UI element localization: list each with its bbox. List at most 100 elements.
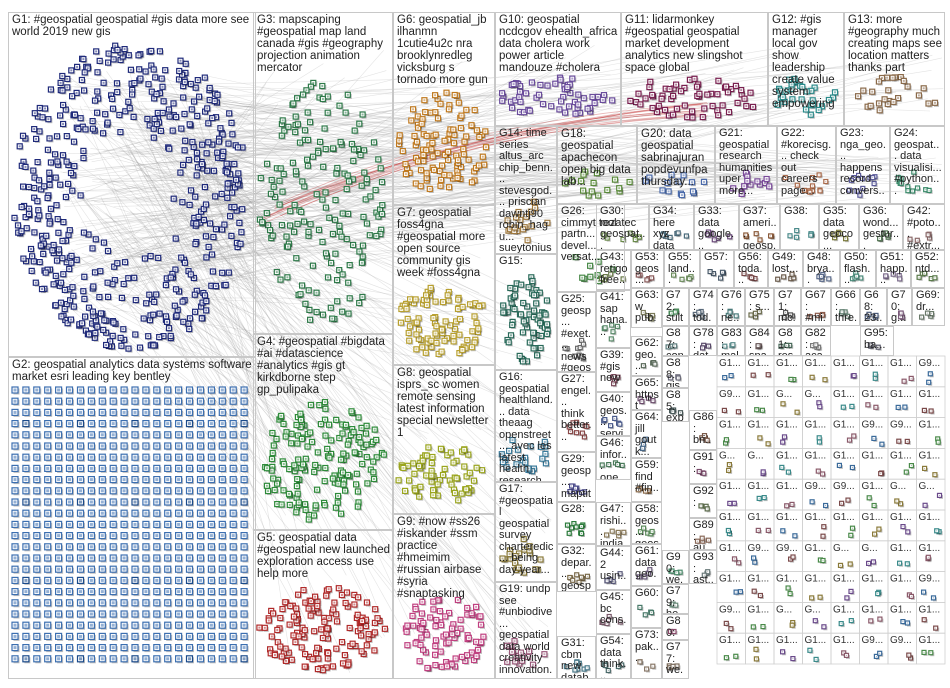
edge bbox=[172, 182, 927, 189]
edge bbox=[275, 104, 702, 209]
edge bbox=[177, 229, 468, 267]
edge bbox=[164, 81, 653, 123]
edge bbox=[276, 103, 704, 212]
edge bbox=[70, 113, 275, 199]
edge bbox=[137, 124, 507, 464]
edge bbox=[182, 116, 327, 130]
node-layer bbox=[11, 42, 939, 675]
edge bbox=[152, 110, 516, 166]
node-fill bbox=[107, 61, 110, 64]
edge bbox=[151, 134, 349, 192]
edge bbox=[134, 181, 871, 267]
edge bbox=[92, 161, 744, 180]
edge bbox=[60, 73, 706, 192]
edge bbox=[199, 180, 590, 252]
edge bbox=[73, 187, 334, 512]
edge bbox=[130, 210, 301, 386]
edge bbox=[67, 75, 464, 405]
edge bbox=[140, 52, 714, 156]
edge bbox=[116, 45, 813, 196]
node-fill bbox=[91, 120, 94, 123]
node-fill bbox=[193, 100, 196, 103]
edge bbox=[74, 83, 280, 184]
edge bbox=[120, 119, 504, 563]
edge bbox=[67, 307, 429, 434]
edge bbox=[91, 199, 412, 303]
edge bbox=[63, 176, 617, 240]
node-fill bbox=[75, 91, 78, 94]
edge bbox=[73, 161, 441, 411]
edge bbox=[104, 114, 429, 585]
edge bbox=[202, 88, 289, 645]
edge bbox=[206, 160, 695, 233]
edge bbox=[78, 104, 605, 260]
edge bbox=[109, 161, 570, 218]
edge bbox=[178, 279, 518, 557]
edge bbox=[140, 119, 510, 310]
edge bbox=[125, 107, 911, 167]
edge bbox=[145, 161, 339, 172]
edge bbox=[90, 265, 300, 473]
node-fill bbox=[66, 77, 69, 80]
edge bbox=[152, 157, 914, 179]
edge bbox=[186, 153, 496, 423]
edge bbox=[197, 170, 530, 634]
edge bbox=[280, 114, 698, 217]
node-fill bbox=[200, 305, 203, 308]
edge bbox=[106, 71, 527, 671]
edge bbox=[120, 137, 543, 245]
node-fill bbox=[113, 279, 116, 282]
edge bbox=[145, 170, 402, 629]
edge bbox=[203, 139, 299, 187]
group-nodes-g1 bbox=[11, 42, 247, 353]
edge bbox=[185, 144, 273, 171]
edge bbox=[90, 148, 592, 195]
edge bbox=[65, 190, 301, 616]
edge bbox=[68, 97, 447, 289]
node-fill bbox=[234, 186, 236, 189]
edge bbox=[119, 197, 867, 269]
edge bbox=[191, 111, 785, 291]
edge bbox=[149, 215, 543, 223]
edge bbox=[124, 189, 922, 239]
node-fill bbox=[119, 59, 122, 61]
node-fill bbox=[138, 68, 141, 71]
node-fill bbox=[67, 164, 70, 166]
edge bbox=[171, 298, 537, 477]
edge bbox=[79, 105, 278, 575]
edge bbox=[61, 296, 398, 300]
edge bbox=[154, 79, 537, 244]
edge bbox=[194, 223, 297, 258]
edge bbox=[70, 302, 294, 454]
edge bbox=[151, 244, 557, 422]
edge bbox=[148, 89, 927, 137]
edge bbox=[153, 90, 841, 191]
edge bbox=[75, 110, 780, 229]
edge bbox=[274, 109, 707, 207]
edge bbox=[205, 50, 384, 253]
edge bbox=[151, 124, 289, 491]
edge bbox=[176, 100, 942, 165]
edge bbox=[109, 242, 372, 281]
edge bbox=[102, 198, 327, 202]
edge bbox=[83, 59, 472, 157]
edge bbox=[94, 168, 754, 203]
node-fill bbox=[47, 118, 50, 121]
edge bbox=[207, 75, 733, 185]
edge bbox=[90, 192, 501, 247]
node-fill bbox=[91, 322, 94, 325]
node-fill bbox=[236, 246, 239, 249]
edge bbox=[140, 108, 519, 660]
node-fill bbox=[65, 261, 68, 264]
edge bbox=[189, 163, 541, 553]
edge bbox=[67, 98, 928, 239]
edge bbox=[206, 139, 507, 442]
edge bbox=[181, 128, 552, 522]
node-fill bbox=[193, 216, 196, 219]
edge bbox=[203, 157, 697, 207]
node-fill bbox=[214, 195, 217, 198]
node-fill bbox=[67, 182, 70, 185]
edge bbox=[87, 253, 411, 468]
edge bbox=[171, 138, 839, 175]
edge bbox=[82, 284, 376, 474]
